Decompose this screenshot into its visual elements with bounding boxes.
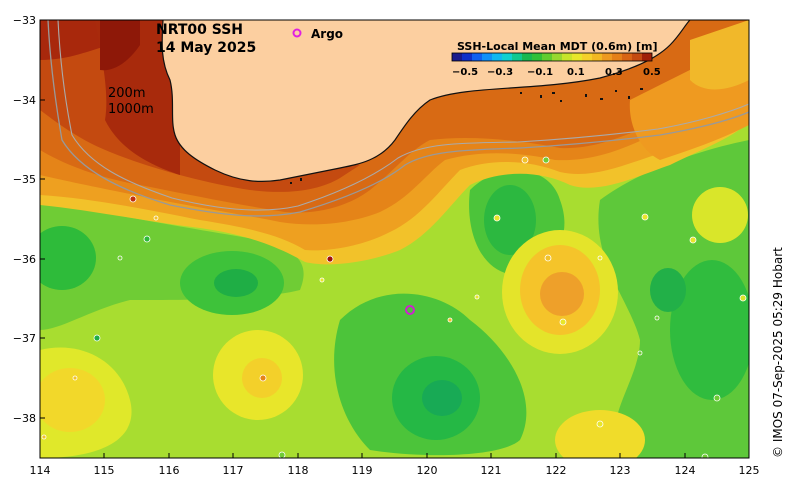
anomaly-high-122-core: [540, 272, 584, 316]
y-tick-label: −33: [13, 14, 36, 27]
obs-marker: [93, 334, 101, 342]
plot-frame: [39, 19, 750, 459]
anomaly-low-116-core: [214, 269, 258, 297]
y-tick-label: −37: [13, 332, 36, 345]
x-tick-label: 124: [675, 464, 696, 477]
x-tick-label: 125: [739, 464, 760, 477]
y-tick-label: −35: [13, 173, 36, 186]
x-tick-label: 122: [546, 464, 567, 477]
obs-marker: [326, 255, 334, 263]
obs-marker: [559, 318, 567, 326]
map-title: NRT00 SSH: [156, 22, 243, 38]
obs-marker: [597, 255, 603, 261]
coastline: [161, 20, 691, 183]
obs-marker: [544, 254, 552, 262]
anomaly-low-west-core: [40, 226, 96, 290]
obs-marker: [41, 434, 47, 440]
obs-marker: [739, 294, 747, 302]
anomaly-low-east-core: [670, 260, 749, 400]
colorbar-tick: 0.5: [643, 67, 661, 78]
obs-marker: [596, 420, 604, 428]
anomaly-high-east: [692, 187, 748, 243]
x-tick-label: 114: [30, 464, 51, 477]
colorbar-tick: 0.1: [567, 67, 585, 78]
obs-marker: [493, 214, 501, 222]
obs-marker: [153, 215, 159, 221]
x-tick-label: 123: [610, 464, 631, 477]
x-tick-label: 117: [223, 464, 244, 477]
warm-core-north: [100, 20, 140, 71]
coastal-islands: [290, 88, 643, 184]
y-tick-label: −36: [13, 253, 36, 266]
obs-marker: [447, 317, 453, 323]
y-axis: −33 −34 −35 −36 −37 −38: [13, 14, 45, 425]
obs-marker: [542, 156, 550, 164]
isobath-1000m: [47, 20, 749, 217]
anomaly-low-119-center: [422, 380, 462, 416]
colorbar-tick: −0.1: [527, 67, 553, 78]
obs-marker: [72, 375, 78, 381]
colorbar-swatches: [452, 53, 652, 61]
x-axis: 114 115 116 117 118 119 120 121 122 123 …: [30, 453, 760, 477]
anomaly-high-south: [555, 410, 645, 458]
x-tick-label: 116: [159, 464, 180, 477]
obs-marker: [521, 156, 529, 164]
obs-marker: [129, 195, 137, 203]
isobath-label-1000m: 1000m: [108, 102, 154, 117]
argo-legend: Argo: [292, 27, 343, 41]
colorbar-tick: 0.3: [605, 67, 623, 78]
argo-legend-label: Argo: [311, 27, 343, 41]
obs-marker: [319, 277, 325, 283]
obs-marker: [701, 453, 709, 458]
argo-legend-icon: [292, 28, 302, 38]
obs-marker: [474, 294, 480, 300]
obs-marker: [637, 350, 643, 356]
map-plot-area: [40, 20, 749, 458]
obs-marker: [143, 235, 151, 243]
y-tick-label: −34: [13, 94, 36, 107]
anomaly-low-121-core: [484, 185, 536, 255]
obs-marker: [689, 236, 697, 244]
isobath-200m: [57, 20, 749, 211]
y-tick-label: −38: [13, 412, 36, 425]
argo-floats: [41, 156, 747, 458]
obs-marker: [259, 374, 267, 382]
anomaly-high-ne-top: [690, 20, 749, 90]
anomaly-high-sw-core: [40, 368, 105, 432]
colorbar-title: SSH-Local Mean MDT (0.6m) [m]: [457, 40, 657, 53]
imos-credit: © IMOS 07-Sep-2025 05:29 Hobart: [771, 247, 785, 458]
argo-float-marker[interactable]: [405, 305, 415, 315]
obs-marker: [654, 315, 660, 321]
colorbar: SSH-Local Mean MDT (0.6m) [m] −0.5 −0: [451, 40, 661, 78]
obs-marker: [117, 255, 123, 261]
map-date: 14 May 2025: [156, 40, 256, 56]
x-tick-label: 121: [481, 464, 502, 477]
x-tick-label: 120: [417, 464, 438, 477]
x-tick-label: 118: [288, 464, 309, 477]
x-tick-label: 115: [94, 464, 115, 477]
isobath-label-200m: 200m: [108, 86, 145, 101]
colorbar-tick: −0.3: [487, 67, 513, 78]
obs-marker: [713, 394, 721, 402]
anomaly-low-east-center: [650, 268, 686, 312]
obs-marker: [641, 213, 649, 221]
colorbar-tick: −0.5: [452, 67, 478, 78]
obs-marker: [278, 451, 286, 458]
x-tick-label: 119: [352, 464, 373, 477]
